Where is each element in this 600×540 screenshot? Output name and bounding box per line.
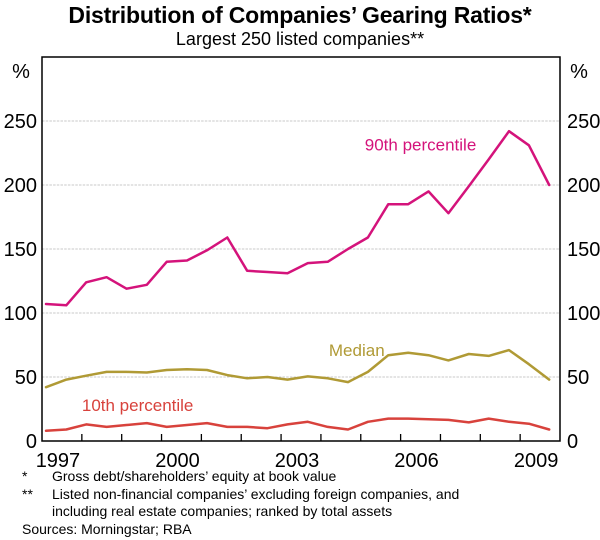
y-axis-label-left-250: 250: [4, 111, 37, 133]
line-median: [44, 348, 551, 389]
gearing-ratios-line-chart: 0 0 50 50 100 100 150 150 200 200 250 250% % 1997 2000…: [4, 56, 600, 472]
x-axis-label-2003: 2003: [275, 450, 320, 472]
footnote-2-text: Listed non-financial companies’ excludin…: [52, 485, 460, 520]
y-axis-label-left-100: 100: [4, 303, 37, 325]
sources-line: Sources: Morningstar; RBA: [22, 520, 192, 537]
y-axis-label-right-250: 250: [567, 111, 600, 133]
series-label-median: Median: [329, 341, 385, 360]
x-axis-label-2006: 2006: [394, 450, 439, 472]
plot-border: [41, 56, 561, 442]
footnotes: * Gross debt/shareholders’ equity at boo…: [22, 468, 582, 538]
footnote-2: ** Listed non-financial companies’ exclu…: [22, 486, 582, 521]
y-axis-label-left-50: 50: [15, 367, 37, 389]
y-axis-label-right-150: 150: [567, 239, 600, 261]
chart-subtitle: Largest 250 listed companies**: [175, 29, 425, 49]
x-axis-label-1997: 1997: [36, 450, 81, 472]
y-axis-label-right-50: 50: [567, 367, 589, 389]
y-axis-unit-right: %: [570, 61, 588, 83]
x-axis-label-2009: 2009: [514, 450, 559, 472]
footnote-1-marker: *: [22, 468, 28, 484]
footnote-2-marker: **: [22, 485, 33, 502]
y-axis-label-left-200: 200: [4, 175, 37, 197]
series-label-10th-percentile: 10th percentile: [82, 396, 194, 415]
footnote-1-text: Gross debt/shareholders’ equity at book …: [52, 468, 337, 484]
chart-title: Distribution of Companies’ Gearing Ratio…: [68, 2, 532, 28]
y-axis-label-left-0: 0: [26, 431, 37, 453]
line-90th-percentile: [44, 129, 551, 307]
y-axis-unit-left: %: [12, 61, 30, 83]
y-axis-label-right-100: 100: [567, 303, 600, 325]
line-10th-percentile: [44, 417, 551, 433]
series-label-90th-percentile: 90th percentile: [365, 136, 477, 155]
x-axis-label-2000: 2000: [155, 450, 200, 472]
footnote-1: * Gross debt/shareholders’ equity at boo…: [22, 468, 582, 486]
y-axis-label-left-150: 150: [4, 239, 37, 261]
y-axis-label-right-200: 200: [567, 175, 600, 197]
y-axis-label-right-0: 0: [567, 431, 578, 453]
